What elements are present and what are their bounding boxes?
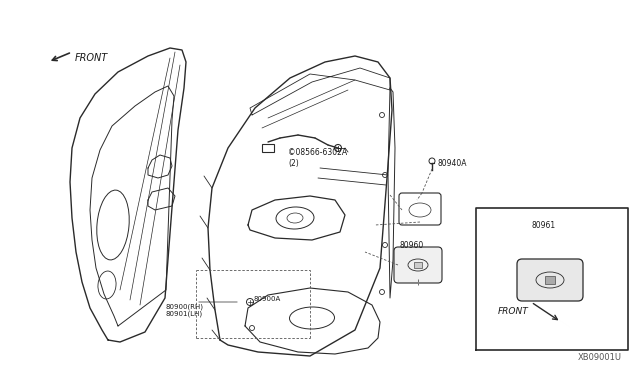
Text: ©08566-6302A
(2): ©08566-6302A (2)	[288, 148, 347, 168]
Text: 80961: 80961	[532, 221, 556, 231]
Circle shape	[246, 298, 253, 305]
Text: XB09001U: XB09001U	[578, 353, 622, 362]
FancyBboxPatch shape	[394, 247, 442, 283]
Circle shape	[429, 158, 435, 164]
Text: 80940A: 80940A	[438, 158, 467, 167]
Bar	[545, 276, 555, 284]
Text: 80960: 80960	[400, 241, 424, 250]
FancyBboxPatch shape	[517, 259, 583, 301]
Circle shape	[335, 144, 342, 151]
Text: 80900A: 80900A	[254, 296, 281, 302]
Text: 80900(RH)
80901(LH): 80900(RH) 80901(LH)	[165, 303, 203, 317]
Bar	[262, 144, 274, 152]
Text: FRONT: FRONT	[75, 53, 108, 63]
Bar	[414, 262, 422, 268]
Text: FRONT: FRONT	[498, 308, 529, 317]
